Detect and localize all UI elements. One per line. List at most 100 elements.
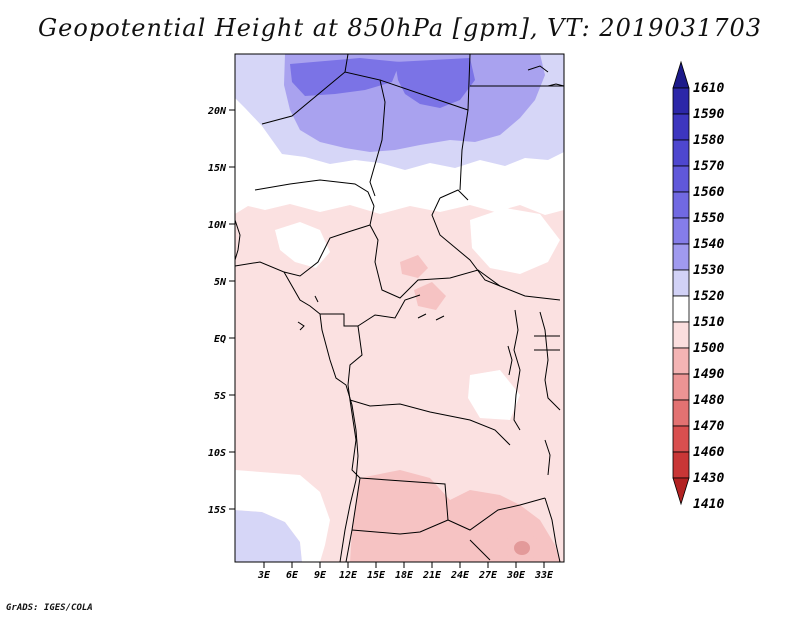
field-blue-strong bbox=[395, 58, 475, 108]
colorbar-label: 1560 bbox=[693, 185, 724, 200]
colorbar-cell bbox=[672, 399, 690, 427]
coastline bbox=[235, 261, 359, 562]
lake-outline bbox=[417, 313, 445, 321]
colorbar-label: 1530 bbox=[693, 263, 724, 278]
lat-label: EQ bbox=[214, 334, 226, 345]
colorbar-cell bbox=[672, 243, 690, 271]
colorbar-cell bbox=[672, 451, 690, 479]
border-line bbox=[347, 384, 511, 446]
border-line bbox=[539, 311, 561, 411]
colorbar-label: 1500 bbox=[693, 341, 724, 356]
lat-label: 5S bbox=[214, 391, 226, 402]
colorbar-cell bbox=[672, 217, 690, 245]
colorbar-cell bbox=[672, 139, 690, 167]
colorbar: 1610 1590 1580 1570 1560 1550 1540 1530 1520 1510… bbox=[672, 60, 724, 512]
field-pink-mid bbox=[414, 282, 446, 310]
lat-axis: 20N 15N 10N 5N EQ 5S 10S 15S bbox=[207, 106, 235, 516]
colorbar-cell bbox=[672, 113, 690, 141]
colorbar-cell bbox=[672, 347, 690, 375]
island-outline bbox=[297, 321, 305, 331]
border-line bbox=[254, 179, 375, 207]
colorbar-arrow-top bbox=[672, 60, 690, 89]
colorbar-cell bbox=[672, 165, 690, 193]
colorbar-cell bbox=[672, 269, 690, 297]
plot-frame bbox=[234, 53, 565, 563]
colorbar-label: 1550 bbox=[693, 211, 724, 226]
map-title: Geopotential Height at 850hPa [gpm], VT:… bbox=[38, 14, 762, 42]
colorbar-label: 1570 bbox=[693, 159, 724, 174]
lon-label: 33E bbox=[534, 570, 554, 581]
lat-label: 20N bbox=[207, 106, 227, 117]
lon-label: 30E bbox=[506, 570, 526, 581]
lon-label: 24E bbox=[450, 570, 470, 581]
lon-axis: 3E 6E 9E 12E 15E 18E 21E 24E 27E 30E 33E bbox=[257, 562, 554, 581]
lake-outline bbox=[513, 309, 521, 431]
country-borders bbox=[235, 54, 564, 562]
lat-label: 10S bbox=[208, 448, 226, 459]
lat-label: 5N bbox=[214, 277, 227, 288]
colorbar-label: 1520 bbox=[693, 289, 724, 304]
border-line bbox=[534, 335, 560, 351]
lake-outline bbox=[544, 439, 551, 476]
colorbar-cell bbox=[672, 425, 690, 453]
colorbar-label: 1510 bbox=[693, 315, 724, 330]
lon-label: 21E bbox=[422, 570, 442, 581]
colorbar-label: 1610 bbox=[693, 81, 724, 96]
lon-label: 12E bbox=[339, 570, 358, 581]
colorbar-label: 1590 bbox=[693, 107, 724, 122]
border-line bbox=[283, 224, 371, 277]
field-low-inner bbox=[514, 541, 530, 555]
field-white-patch bbox=[468, 370, 520, 420]
height-field bbox=[235, 54, 564, 562]
lon-label: 15E bbox=[367, 570, 386, 581]
lon-label: 9E bbox=[314, 570, 327, 581]
border-line bbox=[359, 477, 546, 531]
island-outline bbox=[314, 295, 319, 303]
border-line bbox=[351, 519, 449, 535]
border-line bbox=[469, 539, 491, 561]
border-line bbox=[344, 54, 349, 73]
border-line bbox=[347, 325, 363, 386]
lon-label: 3E bbox=[257, 570, 271, 581]
border-line bbox=[544, 497, 561, 562]
colorbar-label: 1540 bbox=[693, 237, 724, 252]
lat-label: 10N bbox=[208, 220, 227, 231]
colorbar-label: 1480 bbox=[693, 393, 724, 408]
lon-label: 6E bbox=[286, 570, 299, 581]
coastline bbox=[235, 219, 241, 261]
colorbar-cell bbox=[672, 87, 690, 115]
coastline bbox=[547, 83, 564, 87]
border-line bbox=[431, 197, 501, 287]
colorbar-label: 1460 bbox=[693, 445, 724, 460]
field-blue-strong bbox=[290, 58, 400, 96]
lake-outline bbox=[507, 345, 513, 376]
coastline bbox=[527, 65, 549, 73]
colorbar-label: 1490 bbox=[693, 367, 724, 382]
colorbar-label: 1430 bbox=[693, 471, 724, 486]
colorbar-cell bbox=[672, 191, 690, 219]
colorbar-cell bbox=[672, 373, 690, 401]
colorbar-label: 1410 bbox=[693, 497, 724, 512]
field-blue-sw bbox=[235, 510, 302, 562]
field-white-patch bbox=[275, 222, 330, 268]
field-pink-mid bbox=[400, 255, 428, 278]
colorbar-arrow-bottom bbox=[672, 477, 690, 506]
lon-label: 18E bbox=[395, 570, 414, 581]
colorbar-cell bbox=[672, 295, 690, 323]
border-line bbox=[369, 205, 561, 301]
border-line bbox=[357, 294, 421, 327]
footer-credit: GrADS: IGES/COLA bbox=[6, 603, 93, 613]
colorbar-label: 1580 bbox=[693, 133, 724, 148]
border-line bbox=[439, 189, 469, 201]
border-line bbox=[320, 313, 358, 327]
lon-label: 27E bbox=[478, 570, 498, 581]
colorbar-cell bbox=[672, 321, 690, 349]
lat-label: 15S bbox=[208, 505, 226, 516]
border-line bbox=[261, 71, 386, 197]
lat-label: 15N bbox=[208, 163, 227, 174]
field-white-patch bbox=[470, 208, 560, 274]
border-line bbox=[459, 109, 469, 191]
field-white-patch bbox=[235, 470, 330, 562]
